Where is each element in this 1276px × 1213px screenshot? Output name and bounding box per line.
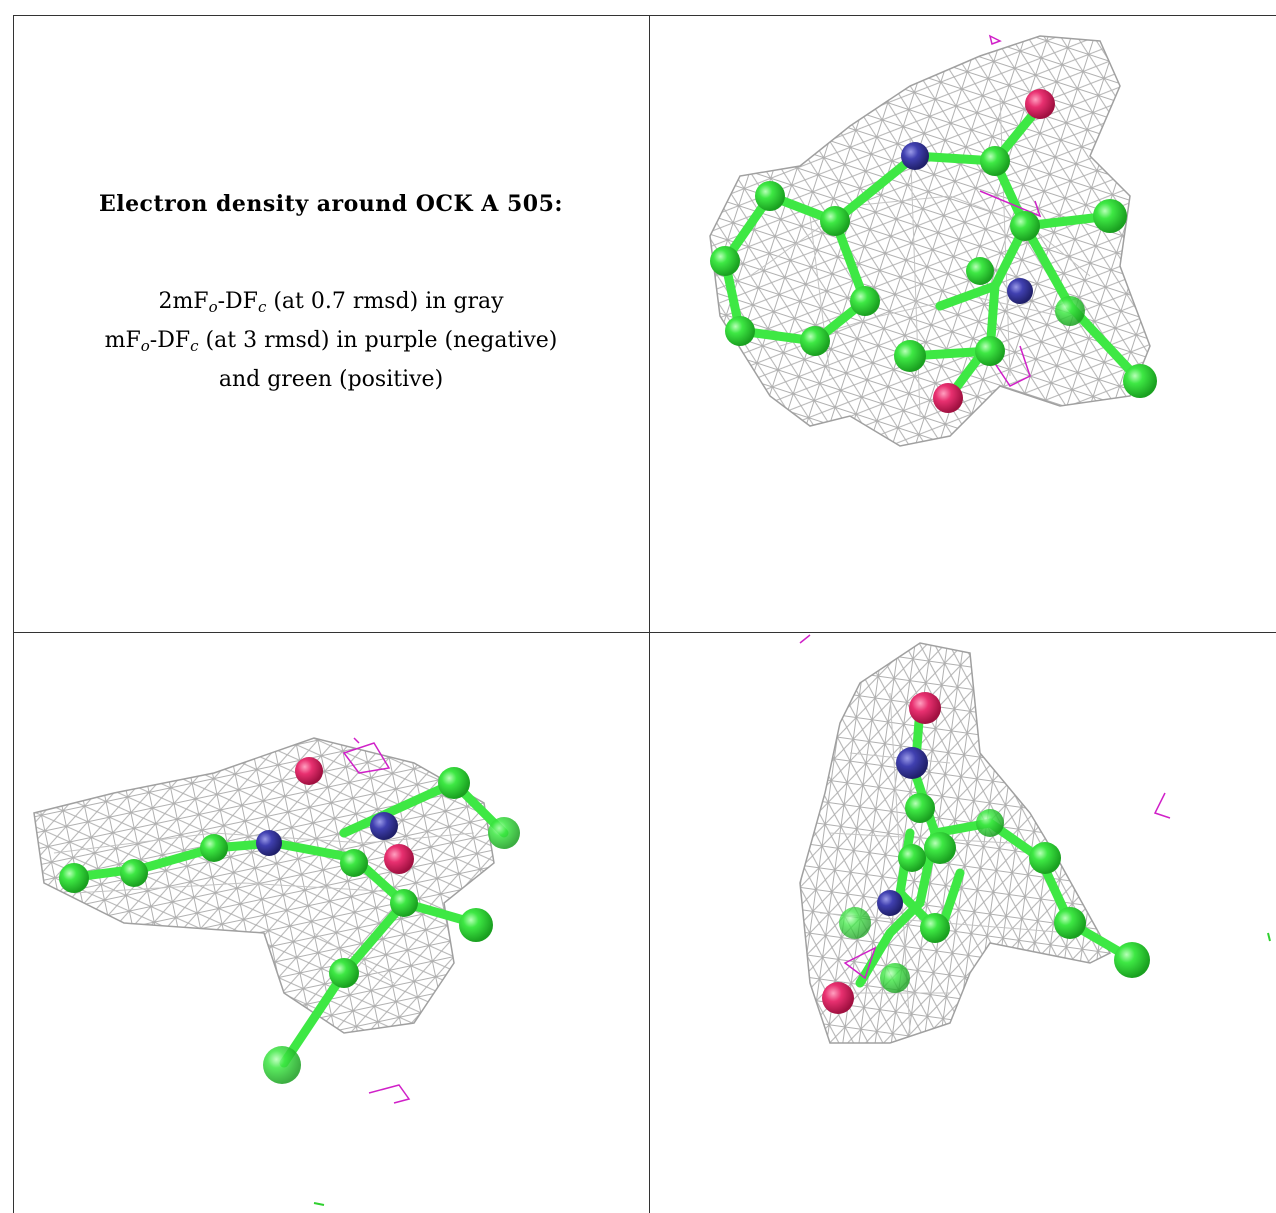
l2-sub-o: o bbox=[141, 337, 150, 355]
l1-suffix: (at 0.7 rmsd) in gray bbox=[266, 289, 503, 314]
l1-sub-o: o bbox=[209, 298, 218, 316]
molecule-view-bottom-left bbox=[14, 633, 649, 1213]
molecule-illustration bbox=[650, 16, 1276, 632]
molecule-view-bottom-right bbox=[650, 633, 1276, 1213]
l2-suffix: (at 3 rmsd) in purple (negative) bbox=[199, 328, 558, 353]
l1-mid: -DF bbox=[218, 289, 258, 314]
caption-line-2: mFo-DFc (at 3 rmsd) in purple (negative) bbox=[14, 328, 648, 355]
l2-mid: -DF bbox=[150, 328, 190, 353]
caption-cell: Electron density around OCK A 505: 2mFo-… bbox=[14, 16, 648, 631]
l2-sub-c: c bbox=[190, 337, 198, 355]
l2-prefix: mF bbox=[105, 328, 141, 353]
caption-title: Electron density around OCK A 505: bbox=[14, 191, 648, 217]
molecule-view-top-right bbox=[650, 16, 1276, 632]
molecule-illustration bbox=[14, 633, 649, 1213]
caption-line-1: 2mFo-DFc (at 0.7 rmsd) in gray bbox=[14, 289, 648, 316]
molecule-illustration bbox=[650, 633, 1276, 1213]
l1-prefix: 2mF bbox=[158, 289, 208, 314]
caption-line-3: and green (positive) bbox=[14, 367, 648, 392]
